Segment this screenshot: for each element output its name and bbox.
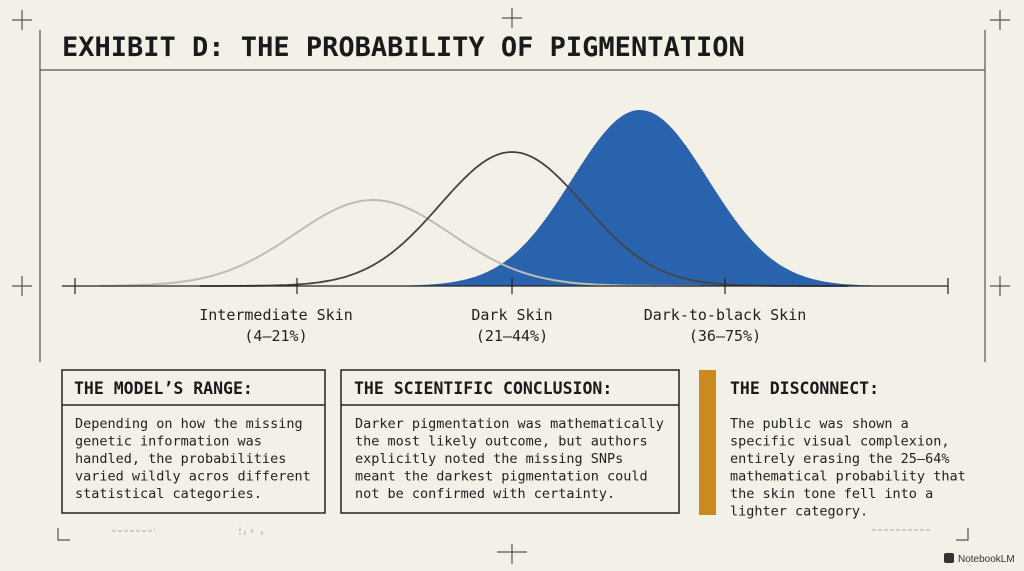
panel-body-line: Depending on how the missing: [75, 416, 303, 432]
curve: [200, 151, 848, 287]
curve-label: Intermediate Skin: [199, 306, 353, 324]
title: EXHIBIT D: THE PROBABILITY OF PIGMENTATI…: [62, 32, 745, 63]
curve-range: (21–44%): [476, 327, 548, 345]
panel-body-line: the most likely outcome, but authors: [355, 434, 648, 450]
panel-body-line: not be confirmed with certainty.: [355, 486, 615, 502]
panel-bodies: Depending on how the missing genetic info…: [75, 416, 966, 520]
panel-body-line: lighter category.: [730, 504, 868, 520]
panel-body-line: statistical categories.: [75, 486, 262, 502]
panel-body-line: genetic information was: [75, 434, 262, 450]
panel-body-line: specific visual complexion,: [730, 434, 949, 450]
brand: NotebookLM: [958, 554, 1015, 565]
curves: [100, 110, 950, 287]
curve-label: Dark Skin: [471, 306, 552, 324]
panel-body-line: varied wildly acros different: [75, 469, 311, 485]
panel-body-line: Darker pigmentation was mathematically: [355, 416, 664, 432]
panel-body-line: the skin tone fell into a: [730, 486, 933, 502]
curve-fill: [330, 110, 950, 286]
panel-body-line: The public was shown a: [730, 416, 909, 432]
frame: [12, 8, 1010, 564]
curve-label: Dark-to-black Skin: [644, 306, 807, 324]
decoration: [112, 527, 930, 535]
brand-icon: [944, 553, 954, 563]
curve-range: (36–75%): [689, 327, 761, 345]
panel: THE MODEL’S RANGE:: [61, 369, 326, 514]
panel-body-line: meant the darkest pigmentation could: [355, 469, 648, 485]
panel-heading: THE SCIENTIFIC CONCLUSION:: [354, 379, 612, 398]
panel-body-line: handled, the probabilities: [75, 451, 286, 467]
curve: [100, 198, 700, 287]
panel-heading: THE DISCONNECT:: [730, 379, 879, 398]
panel-body-line: explicitly noted the missing SNPs: [355, 451, 623, 467]
panel-body-line: entirely erasing the 25–64%: [730, 451, 949, 467]
panel: THE DISCONNECT:: [699, 370, 879, 515]
panel-heading: THE MODEL’S RANGE:: [74, 379, 253, 398]
axis: [62, 278, 949, 294]
curve-range: (4–21%): [244, 327, 307, 345]
panel: THE SCIENTIFIC CONCLUSION:: [340, 369, 680, 514]
panel-body-line: mathematical probability that: [730, 469, 966, 485]
